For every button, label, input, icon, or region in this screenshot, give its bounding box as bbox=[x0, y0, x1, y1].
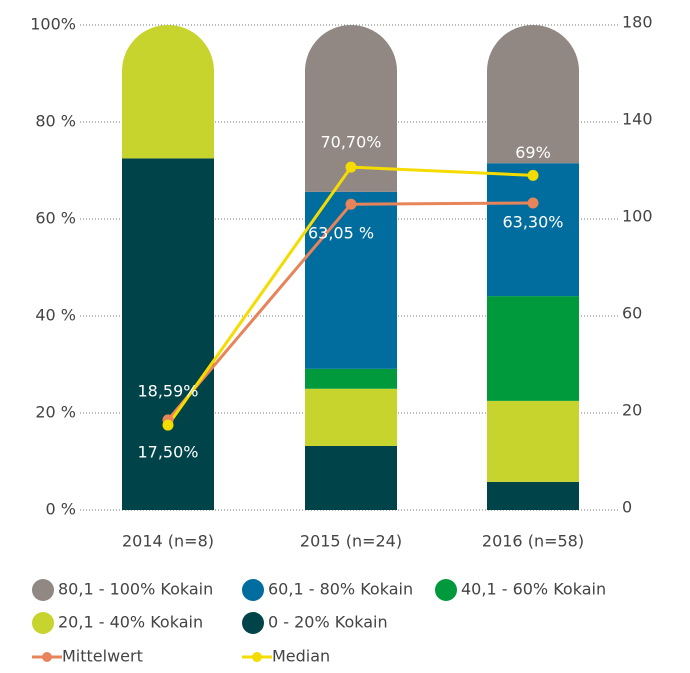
legend-swatch bbox=[242, 612, 264, 634]
line-point bbox=[345, 161, 357, 173]
legend-label: Median bbox=[272, 647, 330, 666]
y-tick-label: 0 % bbox=[46, 500, 76, 519]
y2-tick-label: 100 bbox=[622, 207, 653, 226]
bar-segment bbox=[122, 25, 214, 159]
y2-tick-label: 60 bbox=[622, 304, 642, 323]
data-label: 63,30% bbox=[502, 212, 563, 231]
legend-label: 40,1 - 60% Kokain bbox=[461, 580, 606, 599]
legend-swatch bbox=[242, 579, 264, 601]
legend-dot bbox=[42, 652, 52, 662]
line-point bbox=[527, 169, 539, 181]
legend-label: 60,1 - 80% Kokain bbox=[268, 580, 413, 599]
legend-swatch bbox=[435, 579, 457, 601]
legend-label: 20,1 - 40% Kokain bbox=[58, 613, 203, 632]
bar-segment bbox=[487, 481, 579, 510]
data-label: 17,50% bbox=[137, 443, 198, 462]
legend-dot bbox=[252, 652, 262, 662]
legend-swatch bbox=[32, 579, 54, 601]
bar-stack bbox=[305, 25, 397, 510]
bar-segment bbox=[305, 191, 397, 369]
x-tick-label: 2015 (n=24) bbox=[300, 532, 402, 551]
y-tick-label: 80 % bbox=[35, 112, 76, 131]
y-tick-label: 60 % bbox=[35, 209, 76, 228]
bar-stack bbox=[487, 25, 579, 510]
y2-tick-label: 140 bbox=[622, 110, 653, 129]
data-label: 63,05 % bbox=[308, 224, 374, 243]
bar-segment bbox=[305, 368, 397, 389]
bar-segment bbox=[487, 25, 579, 164]
line-point bbox=[345, 198, 357, 210]
data-label: 18,59% bbox=[137, 381, 198, 400]
legend-label: 0 - 20% Kokain bbox=[268, 613, 388, 632]
y-tick-label: 40 % bbox=[35, 306, 76, 325]
line-point bbox=[162, 419, 174, 431]
y2-tick-label: 0 bbox=[622, 498, 632, 517]
bar-segment bbox=[305, 388, 397, 446]
legend-label: 80,1 - 100% Kokain bbox=[58, 580, 213, 599]
bar-segment bbox=[487, 400, 579, 482]
line-point bbox=[527, 197, 539, 209]
x-tick-label: 2014 (n=8) bbox=[122, 532, 214, 551]
y-tick-label: 20 % bbox=[35, 403, 76, 422]
y-tick-label: 100% bbox=[30, 15, 76, 34]
y2-tick-label: 180 bbox=[622, 13, 653, 32]
y2-tick-label: 20 bbox=[622, 401, 642, 420]
legend-label: Mittelwert bbox=[62, 647, 143, 666]
bar-segment bbox=[305, 445, 397, 510]
bar-segment bbox=[487, 296, 579, 401]
legend-swatch bbox=[32, 612, 54, 634]
data-label: 69% bbox=[515, 143, 551, 162]
bar-segment bbox=[122, 158, 214, 510]
bar-stack bbox=[122, 25, 214, 510]
x-tick-label: 2016 (n=58) bbox=[482, 532, 584, 551]
bar-segment bbox=[487, 163, 579, 297]
data-label: 70,70% bbox=[320, 133, 381, 152]
